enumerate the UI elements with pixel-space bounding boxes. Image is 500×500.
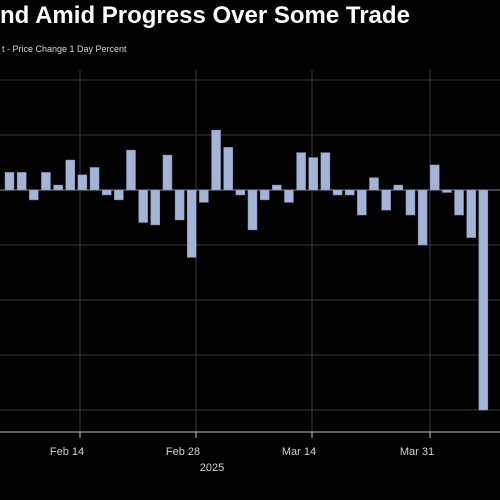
bar: [259, 189, 270, 201]
x-year-label: 2025: [200, 462, 224, 474]
bar: [247, 189, 258, 231]
bar: [357, 189, 367, 216]
bar: [466, 189, 476, 238]
bar: [126, 149, 136, 191]
x-tick-label: Feb 14: [50, 446, 84, 458]
x-tick-label: Mar 31: [400, 446, 434, 458]
bar: [150, 189, 161, 226]
bar: [41, 172, 51, 191]
bar: [211, 129, 221, 191]
x-tick-label: Feb 28: [166, 446, 200, 458]
bar: [272, 184, 282, 191]
bar: [65, 159, 75, 191]
bar: [320, 152, 331, 191]
bar: [101, 189, 112, 196]
bar: [16, 172, 27, 191]
bar: [393, 184, 404, 191]
bar: [332, 189, 343, 196]
bar: [114, 189, 124, 201]
bar: [454, 189, 464, 216]
bar: [235, 189, 246, 196]
bar: [417, 189, 428, 246]
bar: [138, 189, 148, 223]
bar: [344, 189, 355, 196]
bar: [223, 147, 233, 191]
bar: [29, 189, 39, 201]
bar: [284, 189, 294, 203]
bar: [430, 164, 440, 191]
x-axis: Feb 14 Feb 28 Mar 14 Mar 31 2025: [0, 431, 500, 474]
bar: [381, 189, 391, 211]
bar: [296, 152, 306, 191]
bar: [478, 189, 489, 411]
chart-title: nd Amid Progress Over Some Trade: [0, 2, 410, 29]
bar: [4, 172, 15, 191]
bar: [199, 189, 209, 203]
bar: [442, 189, 452, 193]
bar: [369, 177, 379, 191]
x-tick-label: Mar 14: [282, 446, 316, 458]
bar: [187, 189, 197, 258]
chart-grid: [0, 70, 500, 432]
bar: [53, 184, 63, 191]
bar: [77, 174, 88, 191]
chart-bars: [4, 129, 489, 411]
bar: [162, 154, 173, 191]
bar: [174, 189, 185, 221]
bar: [308, 157, 318, 191]
chart-subtitle: t - Price Change 1 Day Percent: [2, 44, 127, 54]
bar: [405, 189, 416, 216]
bar: [89, 167, 100, 191]
